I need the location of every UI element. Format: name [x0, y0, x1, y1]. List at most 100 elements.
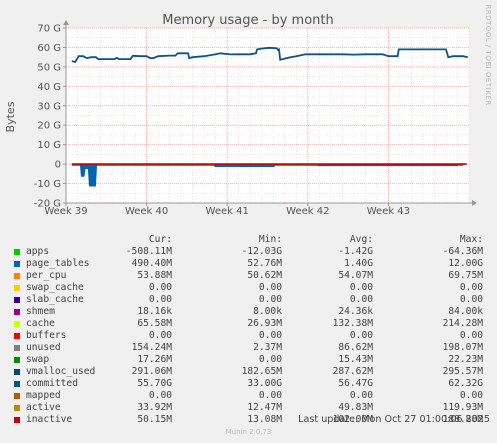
legend-row-buffers: buffers 0.00 0.00 0.00 0.00 [14, 330, 490, 342]
legend-swatch [14, 285, 20, 291]
legend-max: -64.36M [442, 246, 483, 257]
legend-swatch [14, 333, 20, 339]
legend-min: 0.00 [258, 330, 282, 341]
y-tick-label: 10 G [37, 140, 61, 151]
legend-name: apps [26, 246, 50, 257]
y-tick-label: 0 [55, 160, 61, 171]
header-cur: Cur: [148, 234, 172, 245]
legend-avg: 102.00M [332, 414, 373, 425]
legend-row-active: active 33.92M 12.47M 49.83M 119.93M [14, 402, 490, 414]
x-tick-label: Week 41 [206, 206, 249, 217]
legend-swatch [14, 309, 20, 315]
legend-avg: 86.62M [338, 342, 373, 353]
rrdtool-credit: RRDTOOL / TOBI OETIKER [484, 4, 492, 105]
legend-row-cache: cache 65.58M 26.93M 132.38M 214.28M [14, 318, 490, 330]
legend-avg: 132.38M [332, 318, 373, 329]
legend-max: 198.07M [442, 342, 483, 353]
x-tick-label: Week 42 [286, 206, 329, 217]
legend-name: vmalloc_used [26, 366, 96, 377]
legend-max: 12.00G [448, 258, 483, 269]
legend-max: 69.75M [448, 270, 483, 281]
legend-max: 22.23M [448, 354, 483, 365]
legend-avg: 24.36k [338, 306, 373, 317]
legend-avg: 15.43M [338, 354, 373, 365]
legend-name: committed [26, 378, 78, 389]
legend-min: 182.65M [241, 366, 282, 377]
x-axis-arrow [472, 200, 477, 206]
legend-avg: 1.40G [344, 258, 373, 269]
legend-max: 62.32G [448, 378, 483, 389]
legend-cur: 65.58M [137, 318, 172, 329]
legend-max: 0.00 [459, 390, 483, 401]
x-tick-label: Week 39 [44, 206, 87, 217]
legend-avg: 0.00 [349, 282, 373, 293]
legend-swatch [14, 249, 20, 255]
legend-max: 188.88M [442, 414, 483, 425]
legend-name: swap_cache [26, 282, 84, 293]
y-tick-label: 20 G [37, 121, 61, 132]
legend-swatch [14, 273, 20, 279]
legend-name: mapped [26, 390, 61, 401]
legend-name: cache [26, 318, 55, 329]
grid [63, 27, 470, 206]
legend-name: active [26, 402, 61, 413]
y-tick-labels: 70 G 60 G 50 G 40 G 30 G 20 G 10 G 0 -10 G -20 G [34, 24, 61, 210]
legend-min: 0.00 [258, 294, 282, 305]
legend-row-slab_cache: slab_cache 0.00 0.00 0.00 0.00 [14, 294, 490, 306]
legend-cur: 55.70G [137, 378, 172, 389]
legend-avg: 287.62M [332, 366, 373, 377]
legend-cur: 33.92M [137, 402, 172, 413]
legend-min: 0.00 [258, 282, 282, 293]
y-tick-label: 70 G [37, 24, 61, 35]
legend-name: unused [26, 342, 61, 353]
y-tick-label: 60 G [37, 43, 61, 54]
legend-max: 0.00 [459, 282, 483, 293]
legend-name: shmem [26, 306, 55, 317]
legend-name: inactive [26, 414, 73, 425]
legend-min: 2.37M [253, 342, 282, 353]
legend-max: 295.57M [442, 366, 483, 377]
y-tick-label: -10 G [34, 179, 61, 190]
legend-row-unused: unused 154.24M 2.37M 86.62M 198.07M [14, 342, 490, 354]
legend-min: -12.03G [241, 246, 282, 257]
legend-max: 214.28M [442, 318, 483, 329]
legend-min: 50.62M [247, 270, 282, 281]
legend-name: buffers [26, 330, 67, 341]
legend-swatch [14, 321, 20, 327]
legend-max: 0.00 [459, 294, 483, 305]
legend-min: 0.00 [258, 390, 282, 401]
legend-min: 12.47M [247, 402, 282, 413]
legend-row-swap: swap 17.26M 0.00 15.43M 22.23M [14, 354, 490, 366]
legend-row-shmem: shmem 18.16k 8.00k 24.36k 84.00k [14, 306, 490, 318]
legend-name: per_cpu [26, 270, 67, 281]
legend-swatch [14, 297, 20, 303]
legend-avg: 49.83M [338, 402, 373, 413]
y-tick-label: -20 G [34, 199, 61, 210]
last-update: Last update: Mon Oct 27 01:00:06 2025 [298, 414, 490, 425]
legend-name: page_tables [26, 258, 90, 269]
legend-cur: 53.88M [137, 270, 172, 281]
legend-swatch [14, 381, 20, 387]
series-layer [71, 46, 468, 187]
legend-min: 0.00 [258, 354, 282, 365]
legend-row-committed: committed 55.70G 33.00G 56.47G 62.32G [14, 378, 490, 390]
series-committed [71, 46, 468, 64]
legend-swatch [14, 405, 20, 411]
legend-avg: 0.00 [349, 390, 373, 401]
legend-swatch [14, 345, 20, 351]
legend-row-swap_cache: swap_cache 0.00 0.00 0.00 0.00 [14, 282, 490, 294]
x-tick-labels: Week 39 Week 40 Week 41 Week 42 Week 43 [44, 206, 410, 217]
legend-avg: 56.47G [338, 378, 373, 389]
legend-swatch [14, 261, 20, 267]
legend-row-apps: apps -508.11M -12.03G -1.42G -64.36M [14, 246, 490, 258]
legend-cur: 490.40M [131, 258, 172, 269]
legend-cur: 17.26M [137, 354, 172, 365]
legend-swatch [14, 393, 20, 399]
legend-min: 33.00G [247, 378, 282, 389]
axes [63, 20, 477, 206]
x-tick-label: Week 40 [125, 206, 168, 217]
legend-swatch [14, 369, 20, 375]
legend-name: swap [26, 354, 50, 365]
legend-name: slab_cache [26, 294, 84, 305]
